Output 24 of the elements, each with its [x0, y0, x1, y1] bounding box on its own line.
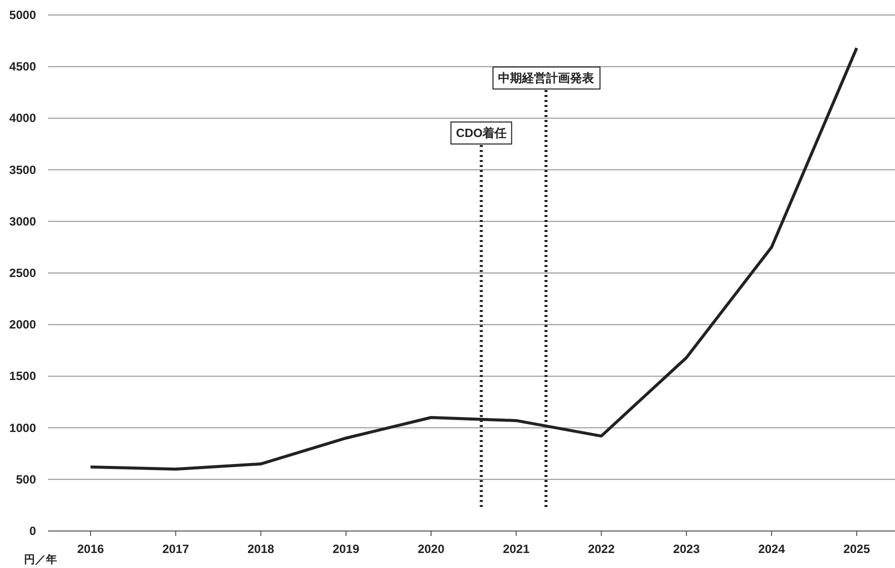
y-tick-label: 2000: [9, 318, 36, 332]
y-tick-label: 5000: [9, 8, 36, 22]
x-tick-label: 2018: [247, 542, 274, 556]
x-tick-label: 2020: [418, 542, 445, 556]
x-tick-label: 2024: [758, 542, 786, 556]
ref-line-label: CDO着任: [456, 126, 507, 140]
x-tick-label: 2021: [502, 542, 530, 556]
y-tick-label: 1000: [9, 420, 36, 435]
x-tick-label: 2017: [162, 542, 190, 556]
x-tick-label: 2025: [843, 542, 870, 556]
y-tick-label: 0: [29, 524, 36, 538]
ref-line-label: 中期経営計画発表: [498, 71, 595, 85]
y-tick-label: 3000: [9, 214, 36, 228]
y-tick-label: 3500: [9, 162, 36, 177]
y-tick-label: 500: [16, 472, 36, 486]
x-tick-label: 2023: [673, 542, 700, 556]
x-tick-label: 2019: [332, 542, 360, 556]
y-tick-label: 2500: [9, 266, 36, 280]
x-tick-label: 2022: [588, 542, 615, 556]
text: 円／年: [24, 553, 57, 566]
y-tick-label: 1500: [9, 369, 36, 384]
y-tick-label: 4000: [9, 111, 36, 126]
x-tick-label: 2016: [77, 542, 104, 556]
y-tick-label: 4500: [9, 60, 36, 74]
